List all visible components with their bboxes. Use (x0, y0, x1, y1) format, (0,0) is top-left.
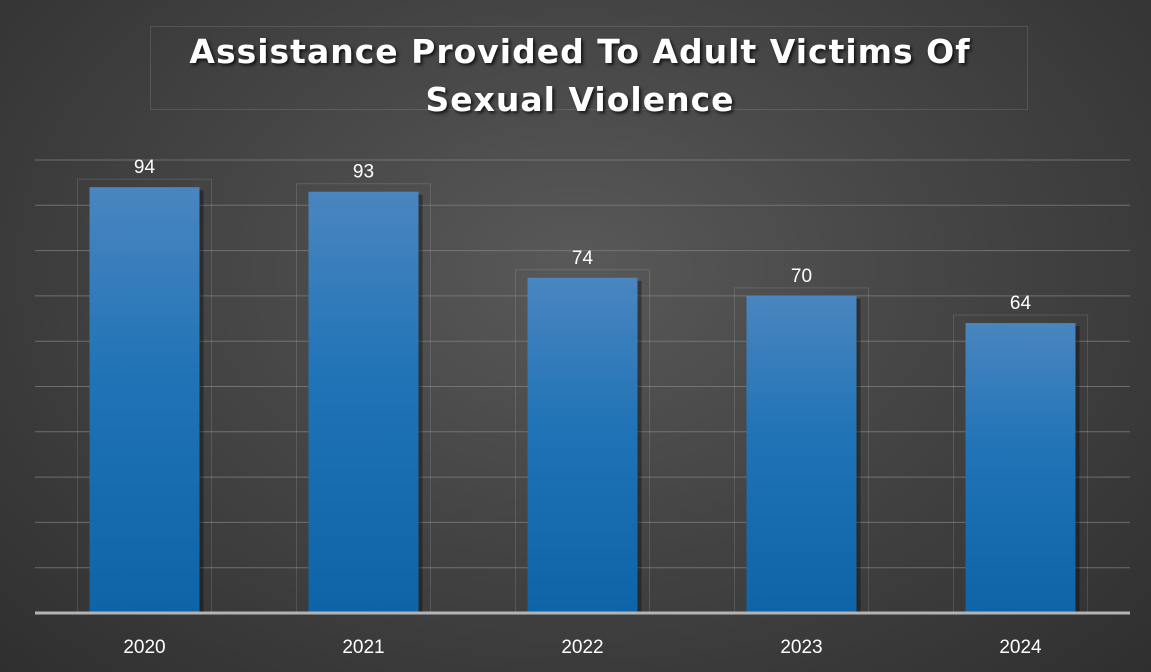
bar-2022 (527, 277, 638, 613)
x-tick-label-2024: 2024 (999, 637, 1042, 658)
bar-2024 (965, 323, 1076, 613)
labels: 94 2020 93 2021 74 2022 70 2023 64 2024 (123, 157, 1042, 658)
x-tick-label-2020: 2020 (123, 637, 165, 658)
bars (77, 178, 1088, 614)
data-label-2021: 93 (353, 162, 374, 183)
data-label-2023: 70 (791, 266, 812, 287)
bar-2021 (308, 191, 419, 613)
bar-2023 (746, 295, 857, 613)
x-tick-label-2022: 2022 (561, 637, 603, 658)
bar-2020 (89, 187, 200, 613)
data-label-2022: 74 (572, 248, 594, 269)
x-tick-label-2021: 2021 (342, 637, 384, 658)
data-label-2020: 94 (134, 157, 156, 178)
chart-title-frame (150, 26, 1028, 110)
x-tick-label-2023: 2023 (780, 637, 822, 658)
chart-title: Assistance Provided To Adult Victims Of … (189, 32, 971, 119)
data-label-2024: 64 (1010, 293, 1032, 314)
